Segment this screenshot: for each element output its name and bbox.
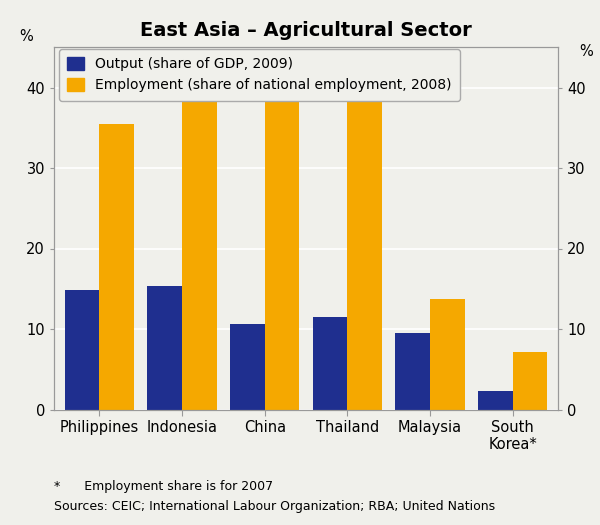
Bar	[230, 324, 265, 410]
Bar	[478, 391, 512, 410]
Title: East Asia – Agricultural Sector: East Asia – Agricultural Sector	[140, 21, 472, 40]
Y-axis label: %: %	[19, 29, 33, 44]
Bar	[100, 124, 134, 410]
Text: *      Employment share is for 2007: * Employment share is for 2007	[54, 480, 273, 493]
Bar	[182, 83, 217, 410]
Bar	[347, 67, 382, 410]
Y-axis label: %: %	[579, 44, 593, 59]
Bar	[65, 290, 100, 410]
Text: Sources: CEIC; International Labour Organization; RBA; United Nations: Sources: CEIC; International Labour Orga…	[54, 500, 495, 513]
Legend: Output (share of GDP, 2009), Employment (share of national employment, 2008): Output (share of GDP, 2009), Employment …	[59, 49, 460, 101]
Bar	[148, 286, 182, 410]
Bar	[265, 90, 299, 410]
Bar	[313, 317, 347, 410]
Bar	[395, 333, 430, 410]
Bar	[430, 299, 464, 410]
Bar	[512, 352, 547, 410]
